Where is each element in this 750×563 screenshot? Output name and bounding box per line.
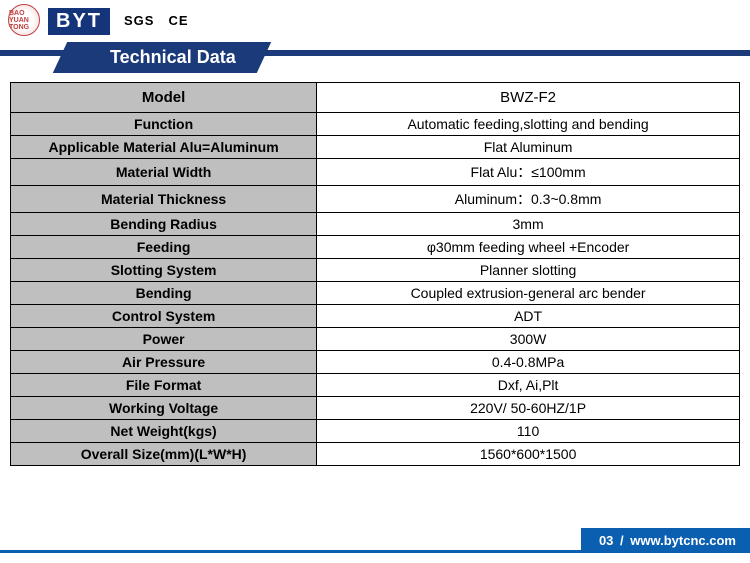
table-row: Control SystemADT	[11, 305, 740, 328]
table-row: Bending Radius3mm	[11, 213, 740, 236]
page-header: BAO YUAN TONG BYT SGS CE	[0, 0, 750, 40]
spec-label: Model	[11, 83, 317, 113]
spec-value: 0.4-0.8MPa	[317, 351, 740, 374]
table-row: Working Voltage220V/ 50-60HZ/1P	[11, 397, 740, 420]
spec-value: φ30mm feeding wheel +Encoder	[317, 236, 740, 259]
spec-value: 110	[317, 420, 740, 443]
spec-value: Automatic feeding,slotting and bending	[317, 113, 740, 136]
table-row: Overall Size(mm)(L*W*H)1560*600*1500	[11, 443, 740, 466]
spec-value: Planner slotting	[317, 259, 740, 282]
spec-label: Overall Size(mm)(L*W*H)	[11, 443, 317, 466]
spec-label: Slotting System	[11, 259, 317, 282]
footer-bar: 03 / www.bytcnc.com	[581, 528, 750, 553]
spec-label: Bending Radius	[11, 213, 317, 236]
spec-value: 3mm	[317, 213, 740, 236]
table-row: Material ThicknessAluminum：0.3~0.8mm	[11, 186, 740, 213]
spec-label: Control System	[11, 305, 317, 328]
table-row: Applicable Material Alu=AluminumFlat Alu…	[11, 136, 740, 159]
spec-label: Material Thickness	[11, 186, 317, 213]
spec-label: Air Pressure	[11, 351, 317, 374]
spec-label: Net Weight(kgs)	[11, 420, 317, 443]
cert-sgs: SGS	[124, 13, 154, 28]
spec-value: 300W	[317, 328, 740, 351]
table-row: BendingCoupled extrusion-general arc ben…	[11, 282, 740, 305]
section-banner: Technical Data	[0, 42, 750, 76]
company-seal-icon: BAO YUAN TONG	[8, 4, 40, 36]
footer-url: www.bytcnc.com	[630, 533, 736, 548]
spec-label: Bending	[11, 282, 317, 305]
table-row: Air Pressure0.4-0.8MPa	[11, 351, 740, 374]
spec-label: Material Width	[11, 159, 317, 186]
section-title: Technical Data	[110, 47, 236, 68]
spec-value: Flat Alu：≤100mm	[317, 159, 740, 186]
spec-value: ADT	[317, 305, 740, 328]
footer-page: 03	[599, 533, 613, 548]
spec-value: 220V/ 50-60HZ/1P	[317, 397, 740, 420]
spec-label: File Format	[11, 374, 317, 397]
brand-logo: BYT	[48, 8, 110, 35]
table-row: Material WidthFlat Alu：≤100mm	[11, 159, 740, 186]
specs-table: ModelBWZ-F2FunctionAutomatic feeding,slo…	[10, 82, 740, 466]
spec-label: Function	[11, 113, 317, 136]
spec-value: 1560*600*1500	[317, 443, 740, 466]
footer-sep: /	[617, 533, 627, 548]
table-row: FunctionAutomatic feeding,slotting and b…	[11, 113, 740, 136]
section-title-tab: Technical Data	[53, 42, 271, 73]
spec-value: Coupled extrusion-general arc bender	[317, 282, 740, 305]
spec-value: BWZ-F2	[317, 83, 740, 113]
cert-ce: CE	[168, 13, 188, 28]
spec-label: Power	[11, 328, 317, 351]
spec-value: Aluminum：0.3~0.8mm	[317, 186, 740, 213]
table-row: File FormatDxf, Ai,Plt	[11, 374, 740, 397]
spec-value: Flat Aluminum	[317, 136, 740, 159]
brand-block: BYT	[48, 8, 110, 33]
table-row: Feedingφ30mm feeding wheel +Encoder	[11, 236, 740, 259]
spec-label: Feeding	[11, 236, 317, 259]
table-row: Slotting SystemPlanner slotting	[11, 259, 740, 282]
spec-label: Working Voltage	[11, 397, 317, 420]
table-row: Power300W	[11, 328, 740, 351]
table-row: Net Weight(kgs)110	[11, 420, 740, 443]
spec-label: Applicable Material Alu=Aluminum	[11, 136, 317, 159]
table-row: ModelBWZ-F2	[11, 83, 740, 113]
spec-value: Dxf, Ai,Plt	[317, 374, 740, 397]
